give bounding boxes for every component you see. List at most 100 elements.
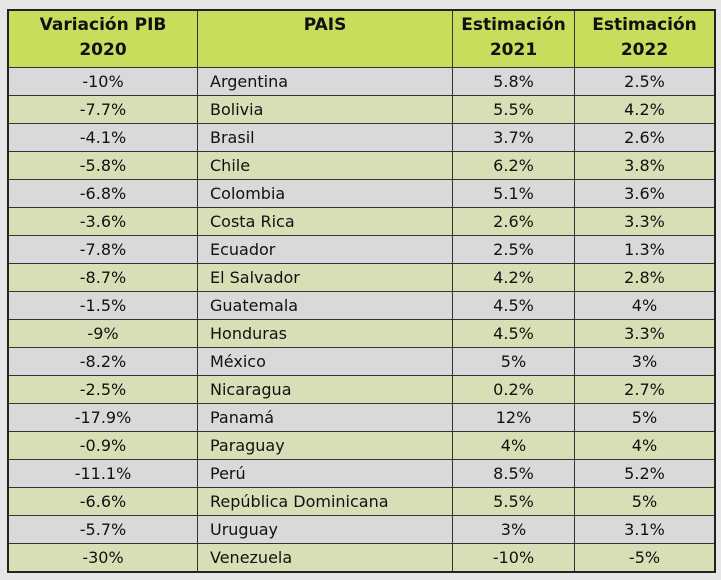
table-row: -4.1% Brasil 3.7% 2.6% [7, 123, 716, 152]
header-text: 2021 [489, 40, 538, 60]
estimacion-2022-cell: 5% [574, 487, 716, 516]
header-text: 2022 [620, 40, 669, 60]
estimacion-2021-cell: 2.6% [452, 207, 575, 236]
table-row: -7.7% Bolivia 5.5% 4.2% [7, 95, 716, 124]
header-text: Estimación [592, 15, 697, 35]
estimacion-2021-cell: 0.2% [452, 375, 575, 404]
table-row: -3.6% Costa Rica 2.6% 3.3% [7, 207, 716, 236]
variacion-cell: -17.9% [7, 403, 198, 432]
pais-cell: Costa Rica [197, 207, 453, 236]
pais-cell: Guatemala [197, 291, 453, 320]
estimacion-2022-cell: 3.1% [574, 515, 716, 544]
variacion-cell: -9% [7, 319, 198, 348]
estimacion-2021-cell: 4% [452, 431, 575, 460]
table-row: -11.1% Perú 8.5% 5.2% [7, 459, 716, 488]
variacion-cell: -6.6% [7, 487, 198, 516]
variacion-cell: -4.1% [7, 123, 198, 152]
pais-cell: Argentina [197, 67, 453, 96]
pais-cell: Ecuador [197, 235, 453, 264]
table-row: -8.2% México 5% 3% [7, 347, 716, 376]
table-row: -2.5% Nicaragua 0.2% 2.7% [7, 375, 716, 404]
estimacion-2022-cell: 5.2% [574, 459, 716, 488]
header-text: PAIS [303, 15, 347, 35]
estimacion-2021-cell: 5.8% [452, 67, 575, 96]
header-text: Variación PIB [39, 15, 167, 35]
pais-cell: Brasil [197, 123, 453, 152]
variacion-cell: -0.9% [7, 431, 198, 460]
pais-cell: Panamá [197, 403, 453, 432]
pais-cell: Honduras [197, 319, 453, 348]
pais-cell: República Dominicana [197, 487, 453, 516]
variacion-cell: -5.8% [7, 151, 198, 180]
pais-cell: Perú [197, 459, 453, 488]
pais-cell: Bolivia [197, 95, 453, 124]
estimacion-2022-cell: 3.3% [574, 319, 716, 348]
estimacion-2021-cell: 5% [452, 347, 575, 376]
table-row: -7.8% Ecuador 2.5% 1.3% [7, 235, 716, 264]
variacion-cell: -6.8% [7, 179, 198, 208]
variacion-cell: -10% [7, 67, 198, 96]
estimacion-2021-cell: 5.5% [452, 95, 575, 124]
table-row: -5.8% Chile 6.2% 3.8% [7, 151, 716, 180]
estimacion-2021-cell: 5.5% [452, 487, 575, 516]
pais-cell: México [197, 347, 453, 376]
header-text: 2020 [79, 40, 127, 60]
variacion-cell: -3.6% [7, 207, 198, 236]
pais-cell: Uruguay [197, 515, 453, 544]
estimacion-2022-cell: 3% [574, 347, 716, 376]
estimacion-2022-cell: 2.6% [574, 123, 716, 152]
estimacion-2022-cell: -5% [574, 543, 716, 573]
estimacion-2021-cell: 6.2% [452, 151, 575, 180]
table-row: -0.9% Paraguay 4% 4% [7, 431, 716, 460]
pais-cell: Nicaragua [197, 375, 453, 404]
table-row: -6.8% Colombia 5.1% 3.6% [7, 179, 716, 208]
variacion-cell: -5.7% [7, 515, 198, 544]
table-row: -8.7% El Salvador 4.2% 2.8% [7, 263, 716, 292]
table-row: -30% Venezuela -10% -5% [7, 543, 716, 573]
table-row: -17.9% Panamá 12% 5% [7, 403, 716, 432]
estimacion-2021-cell: 12% [452, 403, 575, 432]
estimacion-2022-cell: 3.6% [574, 179, 716, 208]
estimacion-2022-cell: 4% [574, 431, 716, 460]
table-row: -1.5% Guatemala 4.5% 4% [7, 291, 716, 320]
estimacion-2022-cell: 4.2% [574, 95, 716, 124]
pais-cell: El Salvador [197, 263, 453, 292]
gdp-table: Variación PIB 2020 PAIS Estimación 2021 Es… [7, 9, 716, 573]
estimacion-2022-cell: 2.7% [574, 375, 716, 404]
header-estimacion-2022: Estimación 2022 [574, 9, 716, 68]
variacion-cell: -11.1% [7, 459, 198, 488]
estimacion-2021-cell: 3.7% [452, 123, 575, 152]
estimacion-2022-cell: 1.3% [574, 235, 716, 264]
header-row: Variación PIB 2020 PAIS Estimación 2021 Es… [7, 9, 716, 68]
estimacion-2022-cell: 2.5% [574, 67, 716, 96]
estimacion-2021-cell: 4.2% [452, 263, 575, 292]
header-variacion-2020: Variación PIB 2020 [7, 9, 198, 68]
estimacion-2022-cell: 2.8% [574, 263, 716, 292]
estimacion-2021-cell: -10% [452, 543, 575, 573]
variacion-cell: -8.2% [7, 347, 198, 376]
estimacion-2021-cell: 4.5% [452, 319, 575, 348]
variacion-cell: -1.5% [7, 291, 198, 320]
header-pais: PAIS [197, 9, 453, 68]
pais-cell: Paraguay [197, 431, 453, 460]
estimacion-2021-cell: 2.5% [452, 235, 575, 264]
pais-cell: Chile [197, 151, 453, 180]
estimacion-2021-cell: 3% [452, 515, 575, 544]
header-text: Estimación [461, 15, 566, 35]
estimacion-2021-cell: 5.1% [452, 179, 575, 208]
estimacion-2022-cell: 5% [574, 403, 716, 432]
table-row: -6.6% República Dominicana 5.5% 5% [7, 487, 716, 516]
estimacion-2021-cell: 4.5% [452, 291, 575, 320]
variacion-cell: -8.7% [7, 263, 198, 292]
estimacion-2021-cell: 8.5% [452, 459, 575, 488]
header-estimacion-2021: Estimación 2021 [452, 9, 575, 68]
estimacion-2022-cell: 3.8% [574, 151, 716, 180]
pais-cell: Colombia [197, 179, 453, 208]
estimacion-2022-cell: 4% [574, 291, 716, 320]
estimacion-2022-cell: 3.3% [574, 207, 716, 236]
variacion-cell: -7.7% [7, 95, 198, 124]
table-row: -5.7% Uruguay 3% 3.1% [7, 515, 716, 544]
variacion-cell: -2.5% [7, 375, 198, 404]
variacion-cell: -30% [7, 543, 198, 573]
table-row: -9% Honduras 4.5% 3.3% [7, 319, 716, 348]
